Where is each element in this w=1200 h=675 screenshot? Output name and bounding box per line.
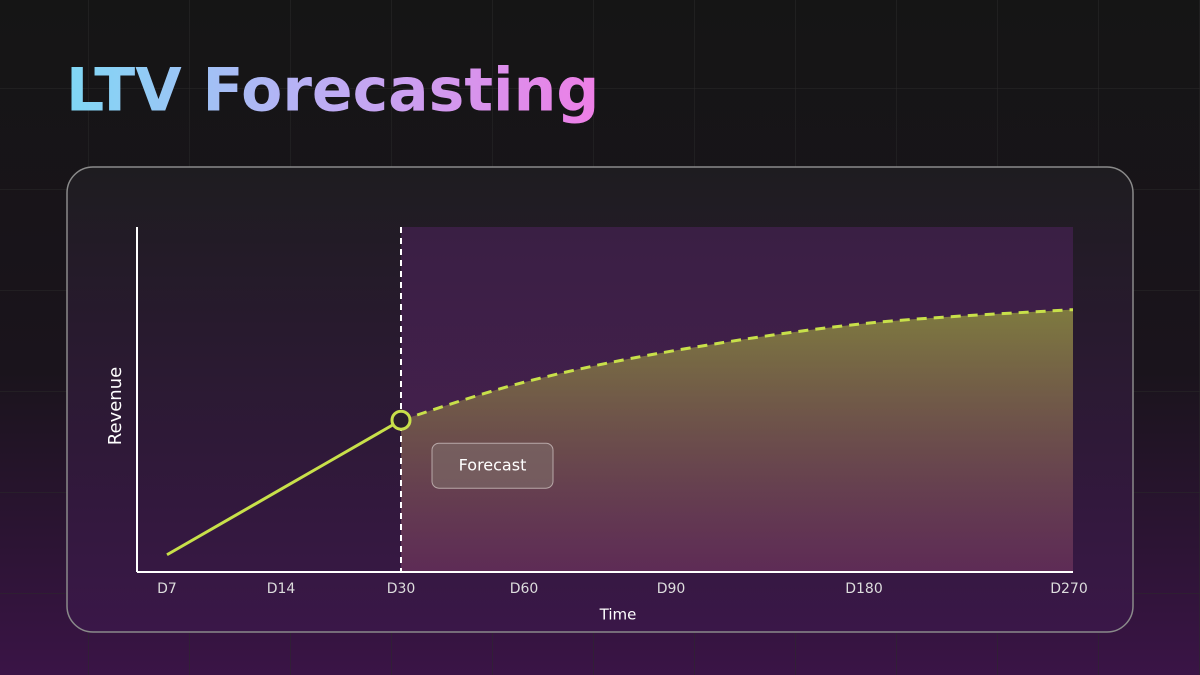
- forecast-line: [400, 308, 1073, 422]
- forecast-area: [401, 309, 1073, 572]
- x-axis-title: Time: [599, 606, 637, 624]
- actual-line: [166, 418, 402, 557]
- y-axis-title: Revenue: [105, 367, 126, 445]
- x-tick-label: D90: [657, 581, 686, 597]
- x-tick-label: D14: [267, 581, 296, 597]
- junction-marker: [390, 409, 412, 431]
- x-tick-label: D30: [387, 581, 416, 597]
- forecast-badge: [431, 442, 554, 489]
- x-tick-label: D7: [157, 581, 177, 597]
- chart-title: LTV Forecasting: [66, 56, 599, 126]
- x-tick-label: D60: [510, 581, 539, 597]
- x-tick-label: D270: [1050, 581, 1088, 597]
- forecast-label: Forecast: [459, 456, 527, 475]
- x-tick-label: D180: [845, 581, 883, 597]
